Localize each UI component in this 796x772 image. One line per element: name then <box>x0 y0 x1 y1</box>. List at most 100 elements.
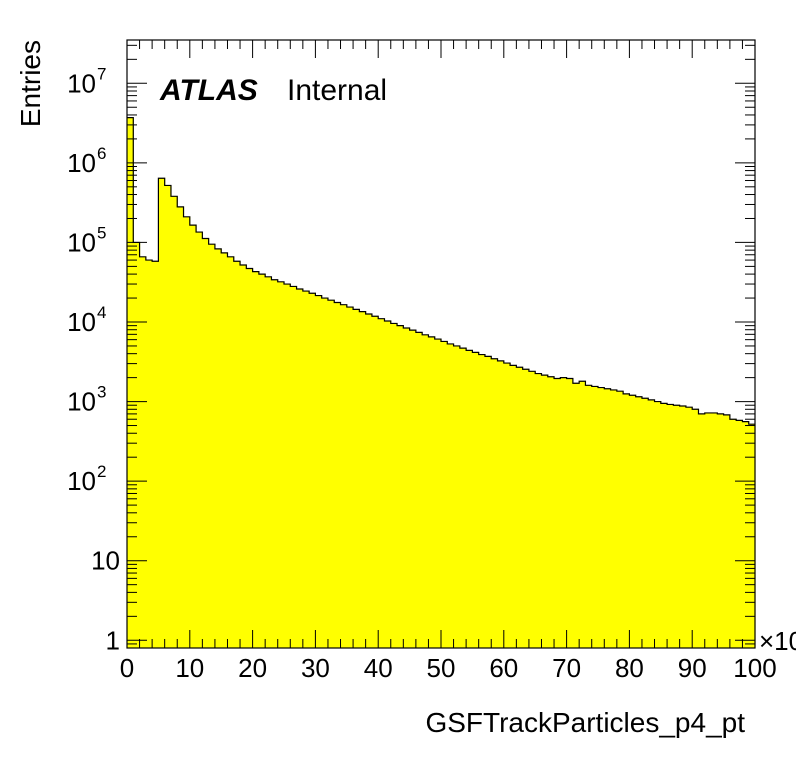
histogram-bar <box>704 412 712 648</box>
histogram-bar <box>591 386 599 648</box>
histogram-bar <box>598 387 605 648</box>
y-tick-label: 10 <box>91 546 120 576</box>
y-tick-label: 1 <box>106 625 120 655</box>
histogram-bar <box>334 302 342 648</box>
histogram-bar <box>208 244 216 649</box>
y-tick-label: 10 5 <box>67 223 106 257</box>
histogram-bar <box>133 242 141 648</box>
histogram-bar <box>604 388 612 648</box>
histogram-bar <box>472 352 480 648</box>
histogram-bar <box>453 345 461 648</box>
x-axis-multiplier: ×10 <box>759 626 796 656</box>
y-tick-exponent: 6 <box>97 144 106 163</box>
y-tick-exponent: 7 <box>97 64 106 83</box>
histogram-bar <box>466 350 473 648</box>
histogram-bar <box>152 261 159 648</box>
histogram-bar <box>572 383 580 648</box>
histogram-bar <box>177 206 185 648</box>
histogram-bar <box>252 271 260 648</box>
histogram-bar <box>321 298 329 648</box>
histogram-bar <box>378 318 386 648</box>
histogram-bar <box>541 375 549 648</box>
histogram-bar <box>729 419 737 648</box>
histogram-bar <box>434 339 442 648</box>
histogram-bar <box>673 405 681 648</box>
histogram-bar <box>579 381 587 648</box>
histogram-bar <box>359 311 367 648</box>
histogram-bar <box>284 284 291 648</box>
histogram-bar <box>441 341 448 648</box>
y-tick-base: 10 <box>67 68 96 98</box>
x-tick-label: 80 <box>615 653 644 683</box>
histogram-bar <box>635 396 643 648</box>
atlas-label: ATLAS Internal <box>159 74 387 107</box>
histogram-bar <box>422 334 430 648</box>
histogram-bar <box>221 252 229 649</box>
y-tick-base: 10 <box>67 387 96 417</box>
y-tick-exponent: 4 <box>97 303 106 322</box>
histogram-bar <box>315 295 323 648</box>
histogram-bar <box>371 316 379 648</box>
histogram-bar <box>711 412 718 648</box>
histogram-bar <box>302 291 310 648</box>
histogram-bar <box>447 343 455 648</box>
histogram-bar <box>139 256 147 648</box>
histogram-bar <box>528 371 536 648</box>
x-tick-label: 30 <box>301 653 330 683</box>
histogram-bar <box>240 265 247 648</box>
histogram-bar <box>397 325 404 648</box>
x-tick-label: 100 <box>733 653 776 683</box>
histogram-bar <box>189 225 197 648</box>
histogram-bar <box>629 395 637 648</box>
histogram-bar <box>616 391 624 648</box>
y-tick-label: 10 3 <box>67 383 106 417</box>
histogram-bar <box>510 365 517 648</box>
y-tick-base: 10 <box>67 227 96 257</box>
histogram-bar <box>202 238 210 648</box>
x-tick-label: 10 <box>175 653 204 683</box>
atlas-label-internal: Internal <box>287 74 387 107</box>
x-tick-label: 20 <box>238 653 267 683</box>
histogram-bar <box>246 268 254 648</box>
histogram-bar <box>660 403 668 648</box>
histogram-bar <box>353 309 360 648</box>
histogram-bar <box>679 405 687 648</box>
histogram-bar <box>560 377 568 648</box>
histogram-bar <box>277 281 285 648</box>
histogram-bar <box>685 407 693 648</box>
histogram-bar <box>170 196 178 649</box>
histogram-bar <box>327 300 335 648</box>
histogram-bar <box>478 354 486 648</box>
histogram-bar <box>654 401 662 648</box>
atlas-label-bold: ATLAS <box>159 74 258 107</box>
histogram-bar <box>409 330 417 648</box>
histogram-bar <box>428 336 436 648</box>
x-tick-label: 70 <box>552 653 581 683</box>
histogram-bar <box>623 393 630 648</box>
x-tick-label: 90 <box>678 653 707 683</box>
y-tick-base: 1 <box>106 625 120 655</box>
y-tick-exponent: 3 <box>97 383 106 402</box>
histogram-bar <box>459 348 467 648</box>
axis-ticks <box>126 40 756 649</box>
histogram-bar <box>233 261 241 648</box>
histogram-bar <box>271 279 279 648</box>
x-tick-label: 0 <box>120 653 134 683</box>
y-tick-base: 10 <box>67 307 96 337</box>
histogram-bar <box>503 363 511 648</box>
y-axis-title: Entries <box>15 40 46 127</box>
histogram-bar <box>522 369 530 648</box>
histogram-bar <box>497 360 505 648</box>
histogram-bar <box>415 332 423 648</box>
histogram-bar <box>265 276 273 648</box>
y-tick-label: 10 7 <box>67 64 106 98</box>
histogram-bar <box>547 376 555 648</box>
x-tick-label: 50 <box>427 653 456 683</box>
histogram-bar <box>346 307 354 648</box>
histogram-bar <box>127 117 134 648</box>
y-tick-label: 10 6 <box>67 144 106 178</box>
histogram-bar <box>365 314 373 648</box>
histogram-bar <box>692 409 700 648</box>
